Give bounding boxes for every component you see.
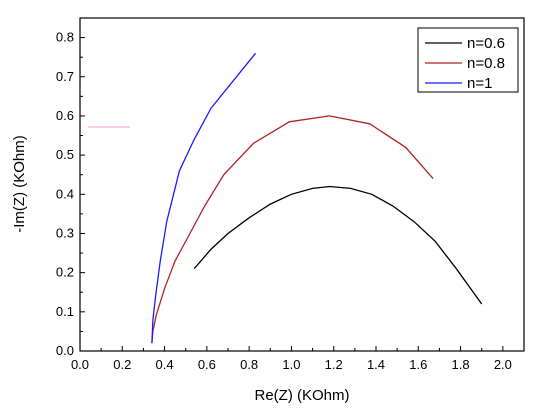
y-tick-label: 0.4	[56, 186, 74, 201]
x-tick-label: 1.8	[452, 357, 470, 372]
x-tick-label: 1.6	[409, 357, 427, 372]
y-tick-label: 0.2	[56, 265, 74, 280]
series-layer	[151, 52, 483, 344]
y-axis-label: -Im(Z) (KOhm)	[11, 135, 28, 232]
y-tick-label: 0.0	[56, 343, 74, 358]
series-line-2	[151, 52, 257, 344]
x-tick-label: 1.2	[325, 357, 343, 372]
x-tick-label: 2.0	[494, 357, 512, 372]
legend-label-2: n=1	[467, 75, 492, 92]
y-tick-label: 0.3	[56, 225, 74, 240]
y-tick-label: 0.1	[56, 304, 74, 319]
series-line-1	[151, 115, 434, 344]
y-tick-label: 0.8	[56, 30, 74, 45]
x-tick-label: 1.4	[367, 357, 385, 372]
x-tick-label: 0.2	[113, 357, 131, 372]
x-tick-label: 1.0	[282, 357, 300, 372]
x-axis: 0.0 0.2 0.4 0.6 0.8 1.0 1.2 1.4 1.6 1.8 2.0	[71, 346, 512, 372]
y-tick-label: 0.7	[56, 69, 74, 84]
plot-frame	[79, 17, 525, 352]
y-tick-label: 0.5	[56, 147, 74, 162]
x-tick-label: 0.8	[240, 357, 258, 372]
legend: n=0.6 n=0.8 n=1	[417, 27, 519, 93]
x-axis-label: Re(Z) (KOhm)	[255, 387, 350, 404]
y-axis: 0.0 0.1 0.2 0.3 0.4 0.5 0.6 0.7 0.8	[56, 30, 85, 358]
y-tick-label: 0.6	[56, 108, 74, 123]
x-tick-label: 0.4	[156, 357, 174, 372]
legend-box	[417, 27, 519, 93]
legend-label-1: n=0.8	[467, 55, 505, 72]
series-line-0	[193, 185, 483, 305]
x-tick-label: 0.6	[198, 357, 216, 372]
x-tick-label: 0.0	[71, 357, 89, 372]
legend-label-0: n=0.6	[467, 35, 505, 52]
